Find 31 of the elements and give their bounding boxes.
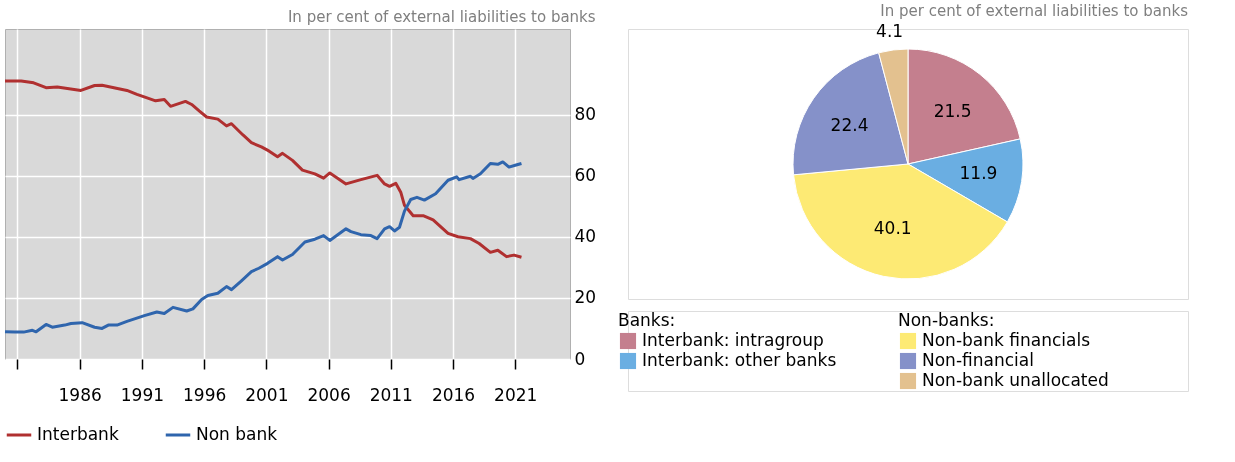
data-label: 11.9: [959, 163, 998, 184]
legend-label: Non-bank financials: [922, 330, 1091, 350]
data-label: 4.1: [876, 20, 904, 41]
y-tick-label: 60: [574, 165, 597, 186]
legend-label: Non bank: [196, 424, 278, 444]
x-tick-label: 1986: [58, 384, 102, 405]
line-series: [3, 160, 523, 334]
x-tick-label: 1996: [182, 384, 227, 405]
x-tick-label: 1991: [120, 384, 165, 405]
legend-label: Non-financial: [922, 350, 1034, 370]
text: Banks:: [618, 310, 676, 330]
x-tick-label: 2006: [307, 384, 351, 405]
chart-subtitle: In per cent of external liabilities to banks: [287, 8, 596, 26]
x-tick-label: 2021: [494, 384, 538, 405]
data-label: 40.1: [873, 217, 912, 238]
x-tick-label: 2011: [369, 384, 413, 405]
y-tick-label: 40: [574, 226, 597, 247]
chart-subtitle: In per cent of external liabilities to banks: [880, 1, 1189, 20]
y-tick-label: 20: [574, 287, 597, 308]
legend-label: Interbank: other banks: [642, 350, 837, 370]
legend-label: Interbank: intragroup: [642, 330, 824, 350]
data-label: 21.5: [933, 101, 972, 122]
legend-label: Non-bank unallocated: [922, 370, 1109, 390]
text: Non-banks:: [898, 310, 995, 330]
data-label: 22.4: [830, 115, 869, 135]
y-tick-label: 80: [574, 104, 597, 125]
x-tick-label: 2016: [431, 384, 476, 405]
x-tick-label: 2001: [245, 384, 289, 405]
legend-label: Interbank: [37, 424, 119, 444]
line-series: [3, 79, 523, 259]
y-tick-label: 0: [574, 348, 586, 369]
